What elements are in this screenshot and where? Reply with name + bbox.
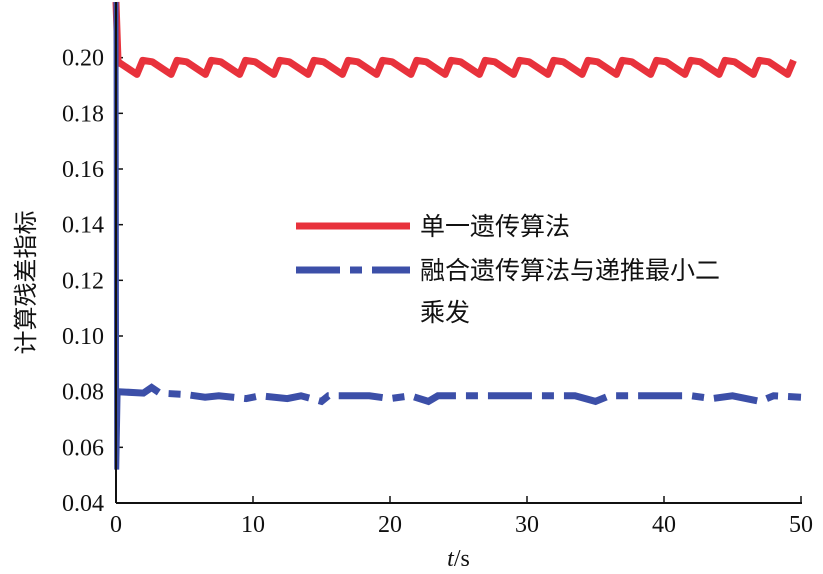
x-tick-label: 50 xyxy=(789,512,813,538)
y-tick-label: 0.18 xyxy=(62,101,104,127)
y-tick-label: 0.06 xyxy=(62,435,104,461)
x-tick-label: 10 xyxy=(241,512,265,538)
y-tick-label: 0.12 xyxy=(62,268,104,294)
x-tick-label: 20 xyxy=(378,512,402,538)
y-tick-label: 0.10 xyxy=(62,324,104,350)
y-tick-label: 0.14 xyxy=(62,213,104,239)
x-axis-variable: t xyxy=(447,546,455,572)
y-tick-label: 0.08 xyxy=(62,380,104,406)
y-tick-label: 0.16 xyxy=(62,157,104,183)
y-tick-label: 0.04 xyxy=(62,491,104,517)
legend-label: 单一遗传算法 xyxy=(420,212,570,241)
y-axis-ticks: 0.04 0.06 0.08 0.10 0.12 0.14 0.16 0.18 0.20 xyxy=(62,46,123,517)
x-axis-ticks: 0 10 20 30 40 50 xyxy=(110,496,813,538)
y-axis-title: 计算残差指标 xyxy=(12,211,40,355)
x-tick-label: 40 xyxy=(652,512,676,538)
x-tick-label: 30 xyxy=(515,512,539,538)
legend-label-continued: 乘发 xyxy=(420,298,470,327)
x-tick-label: 0 xyxy=(110,512,122,538)
series-line-hybrid-ga-rls xyxy=(117,383,802,406)
legend-label: 融合遗传算法与递推最小二 xyxy=(420,256,720,285)
x-axis-unit: /s xyxy=(454,546,470,572)
x-axis-title: t/s xyxy=(447,546,470,572)
y-tick-label: 0.20 xyxy=(62,46,104,72)
series-line-single-ga xyxy=(112,1,797,78)
